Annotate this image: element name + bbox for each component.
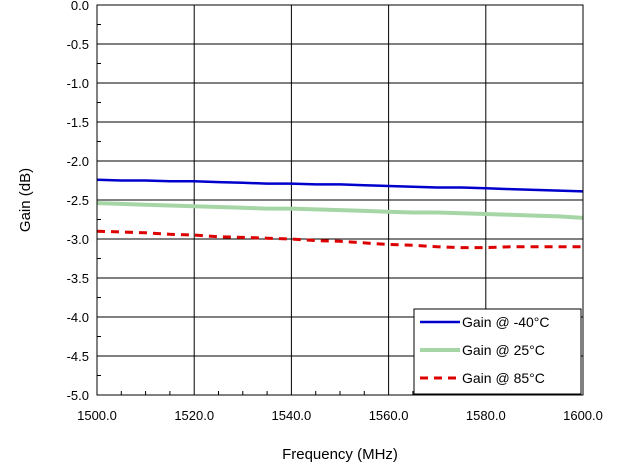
- series-line-2: [96, 229, 583, 250]
- x-tick-labels: 1500.0 1520.0 1540.0 1560.0 1580.0 1600.0: [77, 408, 603, 423]
- y-tick-label: -3.0: [67, 232, 89, 247]
- y-tick-label: -0.5: [67, 37, 89, 52]
- legend-label-0: Gain @ -40°C: [462, 314, 550, 330]
- legend: Gain @ -40°C Gain @ 25°C Gain @ 85°C: [413, 308, 582, 395]
- series-layer: [96, 178, 584, 250]
- x-axis-title: Frequency (MHz): [282, 446, 398, 463]
- plot-area-frame: [96, 4, 584, 396]
- legend-label-2: Gain @ 85°C: [462, 370, 545, 386]
- legend-label-1: Gain @ 25°C: [462, 342, 545, 358]
- x-tick-label: 1560.0: [369, 408, 409, 423]
- series-line-0: [96, 178, 584, 193]
- y-tick-label: -4.5: [67, 349, 89, 364]
- y-tick-label: -5.0: [67, 388, 89, 403]
- y-tick-label: 0.0: [71, 0, 89, 13]
- x-tick-label: 1500.0: [77, 408, 117, 423]
- y-tick-label: -4.0: [67, 310, 89, 325]
- x-tick-label: 1580.0: [466, 408, 506, 423]
- y-tick-labels: 0.0 -0.5 -1.0 -1.5 -2.0 -2.5 -3.0 -3.5 -4.0 -4.5 -…: [67, 0, 89, 403]
- y-tick-label: -1.0: [67, 76, 89, 91]
- y-tick-label: -3.5: [67, 271, 89, 286]
- y-tick-label: -1.5: [67, 115, 89, 130]
- series-line-1: [96, 201, 584, 220]
- y-tick-label: -2.0: [67, 154, 89, 169]
- x-tick-label: 1540.0: [272, 408, 312, 423]
- y-tick-label: -2.5: [67, 193, 89, 208]
- x-tick-label: 1520.0: [174, 408, 214, 423]
- y-axis-title: Gain (dB): [17, 168, 34, 232]
- x-tick-label: 1600.0: [563, 408, 603, 423]
